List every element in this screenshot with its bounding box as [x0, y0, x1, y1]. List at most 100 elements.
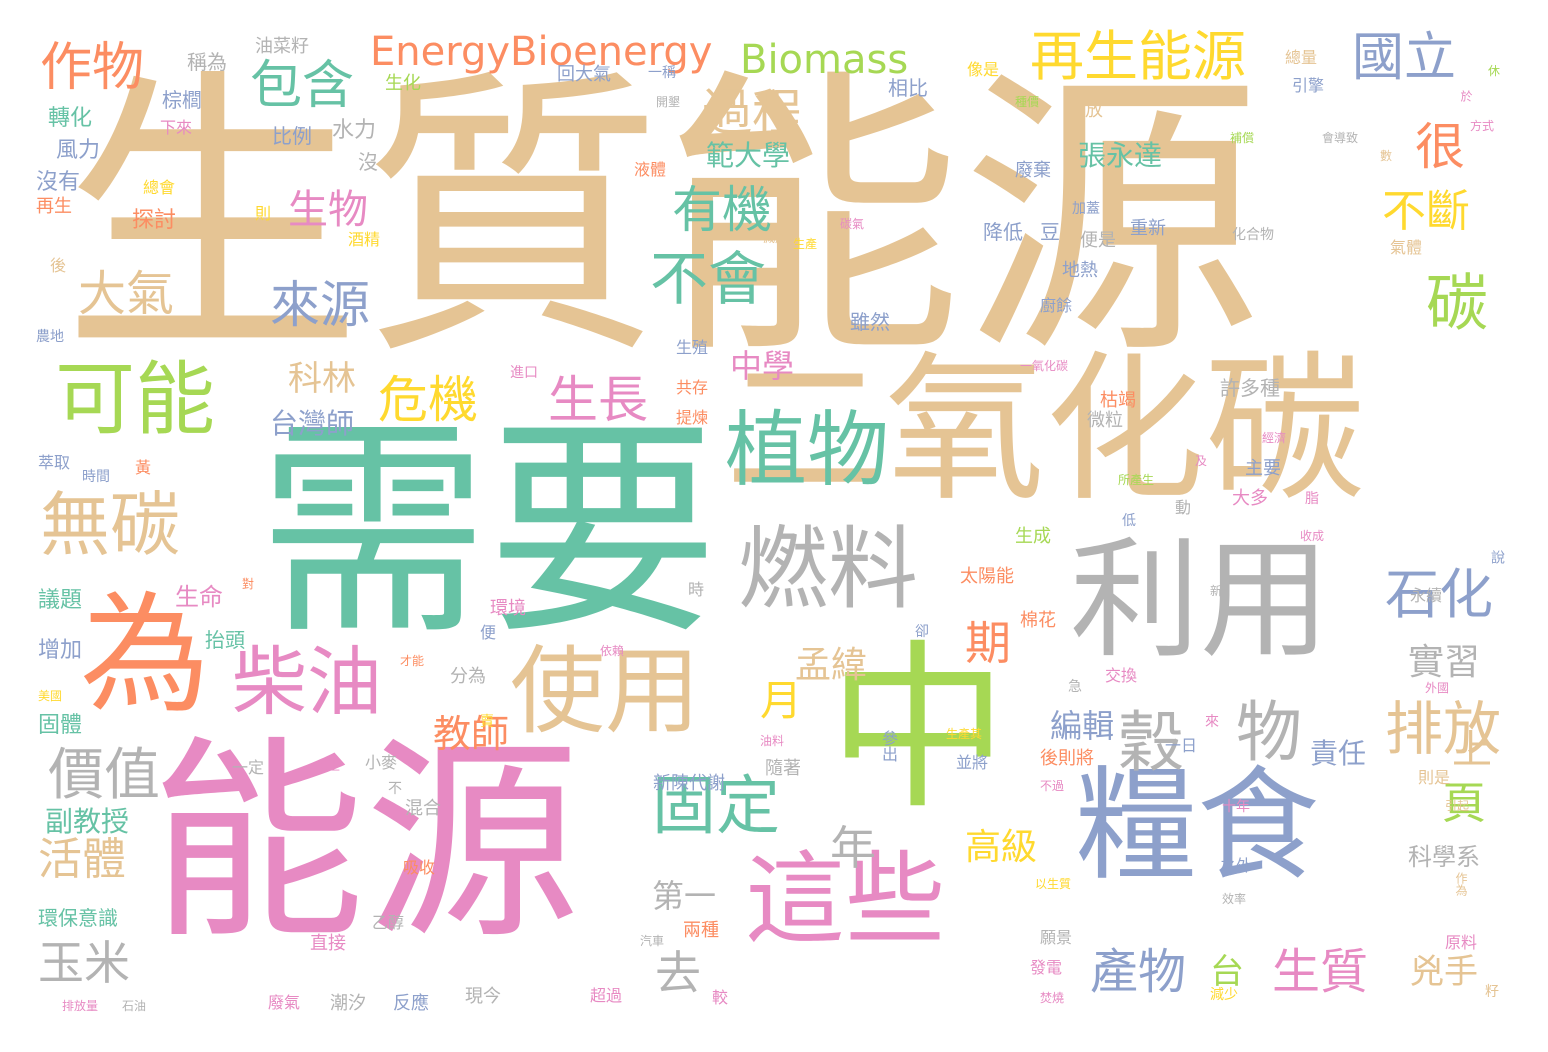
word-yuanjing: 願景 — [1040, 928, 1073, 947]
word-nongdi: 農地 — [36, 329, 64, 345]
word-eryanghuatan: 二氧化碳 — [725, 336, 1366, 523]
word-yuanliao: 原料 — [1445, 933, 1478, 952]
word-suizhe: 隨著 — [765, 758, 801, 779]
word-feiqi2: 廢棄 — [1015, 160, 1051, 181]
word-huang: 黃 — [135, 458, 152, 477]
word-shengzhinengyuan: 生質能源 — [62, 45, 1262, 394]
word-xuduozhong: 許多種 — [1220, 376, 1280, 400]
word-diyi: 第一 — [652, 877, 717, 915]
word-meiguo: 美國 — [38, 689, 63, 703]
word-jiaoshi: 教師 — [433, 712, 510, 756]
word-shuo: 說 — [1489, 550, 1505, 564]
word-xiaomai: 小麥 — [365, 753, 398, 772]
word-chuyu: 廚餘 — [1040, 296, 1073, 315]
word-shengzhang: 生長 — [548, 371, 648, 429]
word-shiyong: 使用 — [510, 637, 701, 747]
word-youcaizi: 油菜籽 — [255, 36, 309, 57]
word-zuowei: 作為 — [1454, 872, 1468, 896]
word-yiri: 一日 — [1165, 736, 1198, 755]
word-xialai: 下來 — [160, 118, 193, 137]
word-mianhua: 棉花 — [1020, 610, 1056, 631]
word-baohan: 包含 — [250, 56, 355, 116]
word-fujiaoshou: 副教授 — [45, 805, 130, 838]
word-shengwu: 生物 — [288, 187, 368, 233]
word-huanbaoyishi: 環保意識 — [38, 906, 118, 930]
word-zengjia: 增加 — [38, 638, 83, 663]
word-xianjin: 現今 — [465, 986, 501, 1007]
word-shengchanzhe: 生產其 — [946, 727, 983, 741]
word-chanwu: 產物 — [1090, 944, 1187, 1000]
word-guti: 固體 — [38, 713, 83, 738]
word-ranliao: 燃料 — [738, 517, 918, 622]
word-bianshi: 便是 — [1080, 230, 1116, 251]
word-qiti: 氣體 — [1390, 238, 1423, 257]
word-zeren: 責任 — [1310, 737, 1367, 770]
word-wei: 為 — [80, 579, 211, 731]
word-guoli: 國立 — [1352, 28, 1457, 88]
word-zhexie: 這些 — [745, 841, 945, 958]
word-gu: 穀 — [1118, 704, 1184, 781]
word-jiao: 較 — [712, 988, 729, 1007]
word-zaisheng: 再生 — [36, 196, 72, 217]
word-dui: 對 — [242, 577, 255, 591]
word-yiding: 一定 — [232, 758, 265, 777]
word-zongliang: 總量 — [1285, 48, 1318, 67]
word-fenwei: 分為 — [450, 666, 486, 687]
word-caineng: 才能 — [400, 654, 425, 668]
word-guocheng: 過程 — [702, 84, 802, 142]
word-yicheng: 一稱 — [648, 65, 676, 81]
word-keneng: 可能 — [55, 353, 215, 446]
word-shengzhi: 生質 — [1272, 944, 1369, 1000]
word-mei: 沒 — [358, 150, 378, 174]
word-zhuyao: 主要 — [1245, 458, 1281, 479]
word-shu: 數 — [1380, 149, 1393, 163]
word-huoti: 活體 — [38, 834, 126, 885]
word-zhongjia: 種價 — [1015, 95, 1040, 109]
word-yumi: 玉米 — [38, 936, 130, 990]
word-chaoguo: 超過 — [590, 986, 623, 1005]
word-xiangshi: 像是 — [967, 60, 1000, 79]
word-jinkou: 進口 — [510, 365, 538, 381]
word-que: 卻 — [915, 624, 929, 640]
word-shang: 上 — [1452, 727, 1492, 773]
word-huidaozhi: 會導致 — [1322, 131, 1359, 145]
word-huahewu: 化合物 — [1232, 227, 1274, 243]
word-shengcheng: 生成 — [1015, 526, 1051, 547]
word-wutan: 無碳 — [40, 484, 180, 566]
word-jiangdi: 降低 — [983, 220, 1023, 244]
word-weili: 微粒 — [1087, 410, 1123, 431]
word-paifang: 排放 — [1385, 695, 1502, 763]
word-xiangbi: 相比 — [888, 76, 928, 100]
word-tan: 碳 — [1415, 270, 1488, 332]
word-hunhe: 混合 — [405, 798, 441, 819]
word-dire: 地熱 — [1062, 260, 1098, 281]
word-canchu: 參出 — [879, 730, 898, 762]
word-huanjing: 環境 — [490, 598, 526, 619]
word-fengli: 風力 — [56, 138, 101, 163]
word-yinqing: 引擎 — [1292, 76, 1325, 95]
word-biomass: Biomass — [740, 37, 909, 83]
word-ze: 則 — [255, 204, 272, 223]
word-zhongxue: 中學 — [730, 347, 795, 385]
word-qi: 期 — [965, 616, 1011, 670]
word-kelin: 科林 — [288, 359, 356, 399]
word-wu: 物 — [1236, 694, 1302, 771]
word-zhuanhua: 轉化 — [48, 106, 93, 131]
word-qiche: 汽車 — [640, 934, 665, 948]
word-xin: 新 — [1210, 584, 1223, 598]
word-mengwei: 孟緯 — [795, 645, 868, 686]
word-huidaqi: 回大氣 — [557, 64, 611, 85]
word-shihua: 石化 — [1385, 563, 1493, 626]
word-jiansheng: 減產 — [763, 231, 788, 245]
word-fandaxue: 範大學 — [706, 139, 791, 172]
word-meiyou: 沒有 — [36, 170, 81, 195]
word-dou: 豆 — [1040, 220, 1060, 244]
word-jiyao: 急 — [1068, 679, 1082, 695]
word-liangzhong: 兩種 — [683, 920, 719, 941]
word-xishou: 吸收 — [403, 858, 436, 877]
word-nengyuan: 能源 — [150, 717, 580, 968]
word-waiguo: 外國 — [1425, 681, 1450, 695]
word-gongcun: 共存 — [676, 378, 709, 397]
word-tantao: 探討 — [132, 208, 177, 233]
